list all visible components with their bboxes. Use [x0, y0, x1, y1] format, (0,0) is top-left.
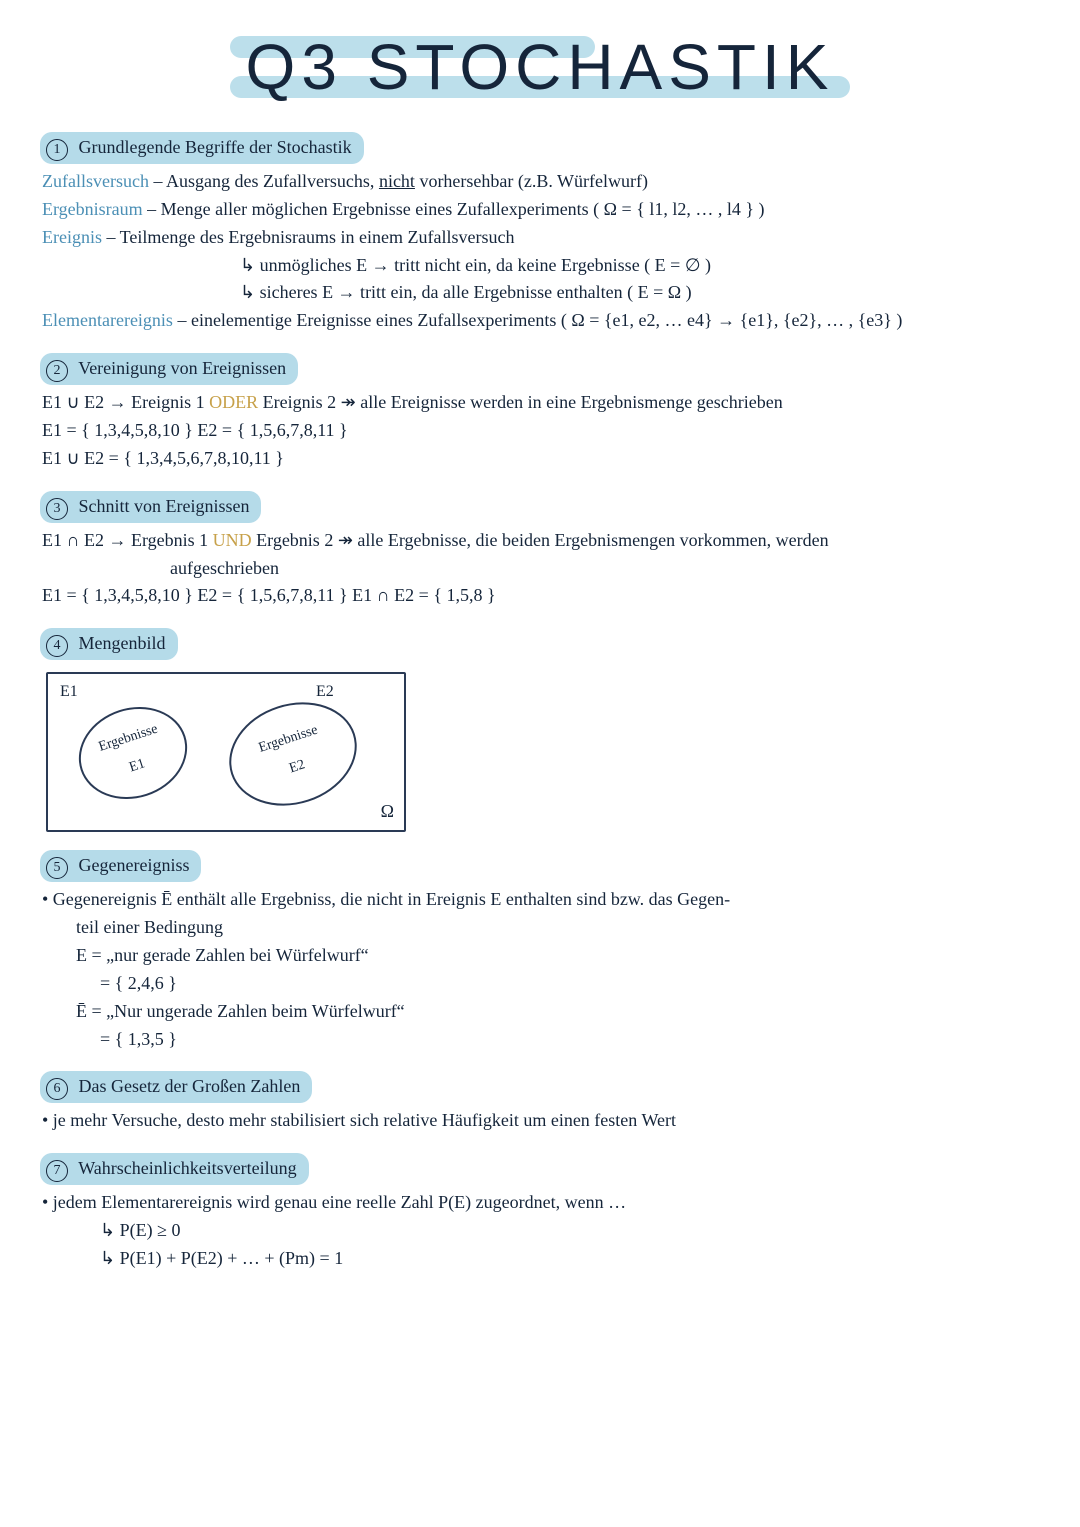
section-1-title: Grundlegende Begriffe der Stochastik	[79, 137, 352, 157]
venn-diagram: E1 E2 Ω Ergebnisse E1 Ergebnisse E2	[46, 672, 1040, 832]
s1-l4: – einelementige Ereignisse eines Zufalls…	[177, 310, 902, 330]
s1-line-3: Ereignis – Teilmenge des Ergebnisraums i…	[42, 224, 1040, 252]
s1-line-3b: sicheres E → tritt ein, da alle Ergebnis…	[240, 279, 1040, 307]
s2-l1a: E1 ∪ E2 → Ereignis 1	[42, 392, 209, 412]
s2-line-1: E1 ∪ E2 → Ereignis 1 ODER Ereignis 2 ↠ a…	[42, 389, 1040, 417]
s3-l1a: E1 ∩ E2 → Ergebnis 1	[42, 530, 213, 550]
section-5-heading: 5 Gegenereigniss	[40, 850, 201, 882]
section-6: 6 Das Gesetz der Großen Zahlen • je mehr…	[40, 1071, 1040, 1135]
section-7: 7 Wahrscheinlichkeitsverteilung • jedem …	[40, 1153, 1040, 1273]
venn-set-2: Ergebnisse E2	[216, 687, 371, 822]
venn-omega: Ω	[381, 798, 394, 826]
section-1-num: 1	[46, 139, 68, 161]
section-4-heading: 4 Mengenbild	[40, 628, 178, 660]
s1-line-2: Ergebnisraum – Menge aller möglichen Erg…	[42, 196, 1040, 224]
venn-set2-line1: Ergebnisse	[257, 724, 320, 757]
s1-line-4: Elementarereignis – einelementige Ereign…	[42, 307, 1040, 335]
s1-l1b: nicht	[379, 171, 415, 191]
s2-line-2: E1 = { 1,3,4,5,8,10 } E2 = { 1,5,6,7,8,1…	[42, 417, 1040, 445]
s1-l3: – Teilmenge des Ergebnisraums in einem Z…	[107, 227, 515, 247]
section-2: 2 Vereinigung von Ereignissen E1 ∪ E2 → …	[40, 353, 1040, 473]
s3-line-1c: aufgeschrieben	[170, 555, 1040, 583]
term-zufallsversuch: Zufallsversuch	[42, 171, 149, 191]
section-7-num: 7	[46, 1160, 68, 1182]
s1-l2: – Menge aller möglichen Ergebnisse eines…	[147, 199, 764, 219]
s5-line-5: = { 1,3,5 }	[100, 1026, 1040, 1054]
section-4-title: Mengenbild	[79, 633, 166, 653]
venn-set1-line2: E1	[106, 751, 169, 784]
section-2-num: 2	[46, 360, 68, 382]
venn-label-e2: E2	[316, 680, 334, 705]
section-6-title: Das Gesetz der Großen Zahlen	[79, 1076, 301, 1096]
s5-line-1: • Gegenereignis Ē enthält alle Ergebniss…	[42, 886, 1040, 914]
term-ereignis: Ereignis	[42, 227, 102, 247]
s1-line-1: Zufallsversuch – Ausgang des Zufallversu…	[42, 168, 1040, 196]
title-text: Q3 STOCHASTIK	[246, 31, 835, 103]
s3-l1b: Ergebnis 2 ↠ alle Ergebnisse, die beiden…	[252, 530, 829, 550]
venn-set-1: Ergebnisse E1	[67, 693, 199, 813]
page-title-wrap: Q3 STOCHASTIK	[40, 30, 1040, 104]
s2-line-3: E1 ∪ E2 = { 1,3,4,5,6,7,8,10,11 }	[42, 445, 1040, 473]
s2-oder: ODER	[209, 392, 258, 412]
s3-line-2: E1 = { 1,3,4,5,8,10 } E2 = { 1,5,6,7,8,1…	[42, 582, 1040, 610]
s1-l1c: vorhersehbar (z.B. Würfelwurf)	[415, 171, 648, 191]
section-4: 4 Mengenbild E1 E2 Ω Ergebnisse E1 Ergeb…	[40, 628, 1040, 832]
page-title: Q3 STOCHASTIK	[236, 30, 845, 104]
section-4-num: 4	[46, 635, 68, 657]
s5-line-1b: teil einer Bedingung	[76, 914, 1040, 942]
section-7-title: Wahrscheinlichkeitsverteilung	[78, 1158, 296, 1178]
venn-set2-line2: E2	[266, 752, 329, 785]
section-3-heading: 3 Schnitt von Ereignissen	[40, 491, 261, 523]
term-elementarereignis: Elementarereignis	[42, 310, 173, 330]
section-3-num: 3	[46, 498, 68, 520]
section-7-heading: 7 Wahrscheinlichkeitsverteilung	[40, 1153, 309, 1185]
section-5-num: 5	[46, 857, 68, 879]
s5-line-4: Ē = „Nur ungerade Zahlen beim Würfelwurf…	[76, 998, 1040, 1026]
section-6-heading: 6 Das Gesetz der Großen Zahlen	[40, 1071, 312, 1103]
section-1-heading: 1 Grundlegende Begriffe der Stochastik	[40, 132, 364, 164]
section-3-title: Schnitt von Ereignissen	[79, 496, 250, 516]
s3-line-1: E1 ∩ E2 → Ergebnis 1 UND Ergebnis 2 ↠ al…	[42, 527, 1040, 555]
s5-line-3: = { 2,4,6 }	[100, 970, 1040, 998]
venn-set1-line1: Ergebnisse	[97, 723, 160, 756]
section-5: 5 Gegenereigniss • Gegenereignis Ē enthä…	[40, 850, 1040, 1053]
s2-l1b: Ereignis 2 ↠ alle Ereignisse werden in e…	[258, 392, 783, 412]
venn-box: E1 E2 Ω Ergebnisse E1 Ergebnisse E2	[46, 672, 406, 832]
venn-label-e1: E1	[60, 680, 78, 705]
section-5-title: Gegenereigniss	[79, 855, 190, 875]
s5-line-2: E = „nur gerade Zahlen bei Würfelwurf“	[76, 942, 1040, 970]
term-ergebnisraum: Ergebnisraum	[42, 199, 143, 219]
s3-und: UND	[213, 530, 252, 550]
section-2-title: Vereinigung von Ereignissen	[78, 358, 286, 378]
section-6-num: 6	[46, 1078, 68, 1100]
section-3: 3 Schnitt von Ereignissen E1 ∩ E2 → Erge…	[40, 491, 1040, 611]
s6-line-1: • je mehr Versuche, desto mehr stabilisi…	[42, 1107, 1040, 1135]
section-1: 1 Grundlegende Begriffe der Stochastik Z…	[40, 132, 1040, 335]
s1-line-3a: unmögliches E → tritt nicht ein, da kein…	[240, 252, 1040, 280]
s7-line-1: • jedem Elementarereignis wird genau ein…	[42, 1189, 1040, 1217]
s7-line-2: P(E) ≥ 0	[100, 1217, 1040, 1245]
s1-l1a: – Ausgang des Zufallversuchs,	[153, 171, 378, 191]
s7-line-3: P(E1) + P(E2) + … + (Pm) = 1	[100, 1245, 1040, 1273]
section-2-heading: 2 Vereinigung von Ereignissen	[40, 353, 298, 385]
